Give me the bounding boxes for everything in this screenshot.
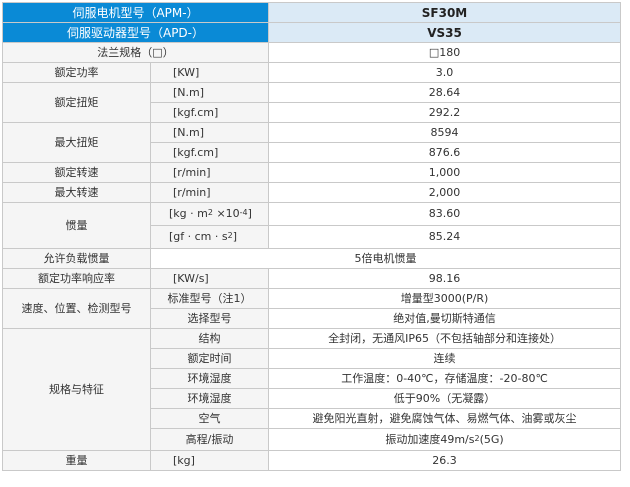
vibration-value: 振动加速度49m/s2(5G) (268, 428, 622, 451)
vibration-value-part-b: (5G) (479, 432, 504, 446)
temperature-label: 环境湿度 (149, 368, 270, 389)
rated-speed-unit: [r/min] (149, 162, 270, 183)
max-torque-label: 最大扭矩 (2, 122, 151, 163)
max-speed-row: 最大转速 [r/min] 2,000 (2, 182, 622, 203)
rated-torque-value-nm: 28.64 (268, 82, 622, 103)
temperature-value: 工作温度：0-40℃，存储温度：-20-80℃ (268, 368, 622, 389)
vibration-label: 高程/振动 (149, 428, 270, 451)
max-torque-row-2: [kgf.cm] 876.6 (3, 142, 622, 163)
rated-power-value: 3.0 (268, 62, 622, 83)
structure-value: 全封闭，无通风IP65（不包括轴部分和连接处） (268, 328, 622, 349)
inertia-row: 惯量 [kg · m2 ×10-4] 83.60 (2, 202, 622, 249)
motor-model-label: 伺服电机型号（APM-） (1, 2, 270, 23)
allowed-load-inertia-value: 5倍电机惯量 (149, 248, 622, 269)
rating-time-label: 额定时间 (149, 348, 270, 369)
inertia-unit1-sup-2: -4 (239, 208, 248, 217)
structure-label: 结构 (149, 328, 270, 349)
motor-model-row: 伺服电机型号（APM-） SF30M (1, 2, 622, 23)
features-humidity-row: 环境湿度 低于90%（无凝露） (3, 388, 622, 409)
weight-value: 26.3 (268, 450, 622, 471)
rated-power-label: 额定功率 (2, 62, 151, 83)
features-temperature-row: 环境湿度 工作温度：0-40℃，存储温度：-20-80℃ (3, 368, 622, 389)
rated-speed-value: 1,000 (268, 162, 622, 183)
encoder-label: 速度、位置、检测型号 (2, 288, 151, 329)
vibration-value-part-a: 振动加速度49m/s (385, 432, 475, 446)
features-vibration-row: 高程/振动 振动加速度49m/s2(5G) (3, 428, 622, 451)
rated-speed-label: 额定转速 (2, 162, 151, 183)
rated-speed-row: 额定转速 [r/min] 1,000 (2, 162, 622, 183)
encoder-standard-value: 增量型3000(P/R) (268, 288, 622, 309)
inertia-unit1-part-a: [kg · m (169, 207, 208, 220)
rated-torque-unit-kgf: [kgf.cm] (149, 102, 270, 123)
max-speed-unit: [r/min] (149, 182, 270, 203)
driver-model-value: VS35 (268, 22, 622, 43)
allowed-load-inertia-label: 允许负载惯量 (2, 248, 151, 269)
rated-power-unit: [KW] (149, 62, 270, 83)
air-label: 空气 (149, 408, 270, 429)
inertia-unit1-part-c: ] (247, 207, 252, 220)
features-rating-row: 额定时间 连续 (3, 348, 622, 369)
inertia-label: 惯量 (2, 202, 151, 249)
air-value: 避免阳光直射，避免腐蚀气体、易燃气体、油雾或灰尘 (268, 408, 622, 429)
vibration-value-sup: 2 (474, 433, 480, 443)
flange-label: 法兰规格（□） (1, 42, 270, 63)
driver-model-label: 伺服驱动器型号（APD-） (1, 22, 270, 43)
encoder-row: 速度、位置、检测型号 标准型号（注1） 增量型3000(P/R) (2, 288, 622, 329)
humidity-value: 低于90%（无凝露） (268, 388, 622, 409)
inertia-value-kgm2: 83.60 (268, 202, 622, 226)
weight-unit: [kg] (149, 450, 270, 471)
inertia-unit2-part-c: ] (232, 230, 238, 243)
features-label: 规格与特征 (2, 328, 151, 451)
rated-power-rate-unit: [KW/s] (149, 268, 270, 289)
inertia-unit-gfcms2: [gf · cm · s2] (149, 225, 270, 249)
rated-torque-value-kgf: 292.2 (268, 102, 622, 123)
max-torque-unit-kgf: [kgf.cm] (149, 142, 270, 163)
encoder-option-label: 选择型号 (149, 308, 270, 329)
inertia-unit1-part-b: ×10 (212, 207, 240, 220)
rated-torque-row: 额定扭矩 [N.m] 28.64 (2, 82, 622, 123)
inertia-value-gfcms2: 85.24 (268, 225, 622, 249)
encoder-option-value: 绝对值,曼切斯特通信 (268, 308, 622, 329)
rated-torque-unit-nm: [N.m] (149, 82, 270, 103)
max-speed-label: 最大转速 (2, 182, 151, 203)
rated-power-rate-value: 98.16 (268, 268, 622, 289)
spec-sheet: 伺服电机型号（APM-） SF30M 伺服驱动器型号（APD-） VS35 法兰… (1, 2, 622, 471)
max-torque-row: 最大扭矩 [N.m] 8594 (2, 122, 622, 163)
driver-model-row: 伺服驱动器型号（APD-） VS35 (1, 22, 622, 43)
servo-spec-table: 伺服电机型号（APM-） SF30M 伺服驱动器型号（APD-） VS35 法兰… (1, 2, 622, 471)
max-torque-value-nm: 8594 (268, 122, 622, 143)
rated-power-rate-label: 额定功率响应率 (2, 268, 151, 289)
flange-value: □180 (268, 42, 622, 63)
max-torque-unit-nm: [N.m] (149, 122, 270, 143)
rating-time-value: 连续 (268, 348, 622, 369)
inertia-unit-kgm2: [kg · m2 ×10-4] (149, 202, 270, 226)
features-air-row: 空气 避免阳光直射，避免腐蚀气体、易燃气体、油雾或灰尘 (3, 408, 622, 429)
inertia-unit1-sup-1: 2 (207, 208, 213, 217)
allowed-load-inertia-row: 允许负载惯量 5倍电机惯量 (2, 248, 622, 269)
rated-power-rate-row: 额定功率响应率 [KW/s] 98.16 (2, 268, 622, 289)
max-speed-value: 2,000 (268, 182, 622, 203)
features-structure-row: 规格与特征 结构 全封闭，无通风IP65（不包括轴部分和连接处） (2, 328, 622, 451)
flange-row: 法兰规格（□） □180 (1, 42, 622, 63)
motor-model-value: SF30M (268, 2, 622, 23)
rated-power-row: 额定功率 [KW] 3.0 (2, 62, 622, 83)
rated-torque-label: 额定扭矩 (2, 82, 151, 123)
inertia-row-2: [gf · cm · s2] 85.24 (3, 225, 622, 249)
weight-row: 重量 [kg] 26.3 (2, 450, 622, 471)
weight-label: 重量 (2, 450, 151, 471)
max-torque-value-kgf: 876.6 (268, 142, 622, 163)
inertia-unit2-sup: 2 (227, 231, 233, 240)
inertia-unit2-part-a: [gf · cm · s (169, 230, 228, 243)
encoder-row-2: 选择型号 绝对值,曼切斯特通信 (3, 308, 622, 329)
humidity-label: 环境湿度 (149, 388, 270, 409)
encoder-standard-label: 标准型号（注1） (149, 288, 270, 309)
rated-torque-row-2: [kgf.cm] 292.2 (3, 102, 622, 123)
